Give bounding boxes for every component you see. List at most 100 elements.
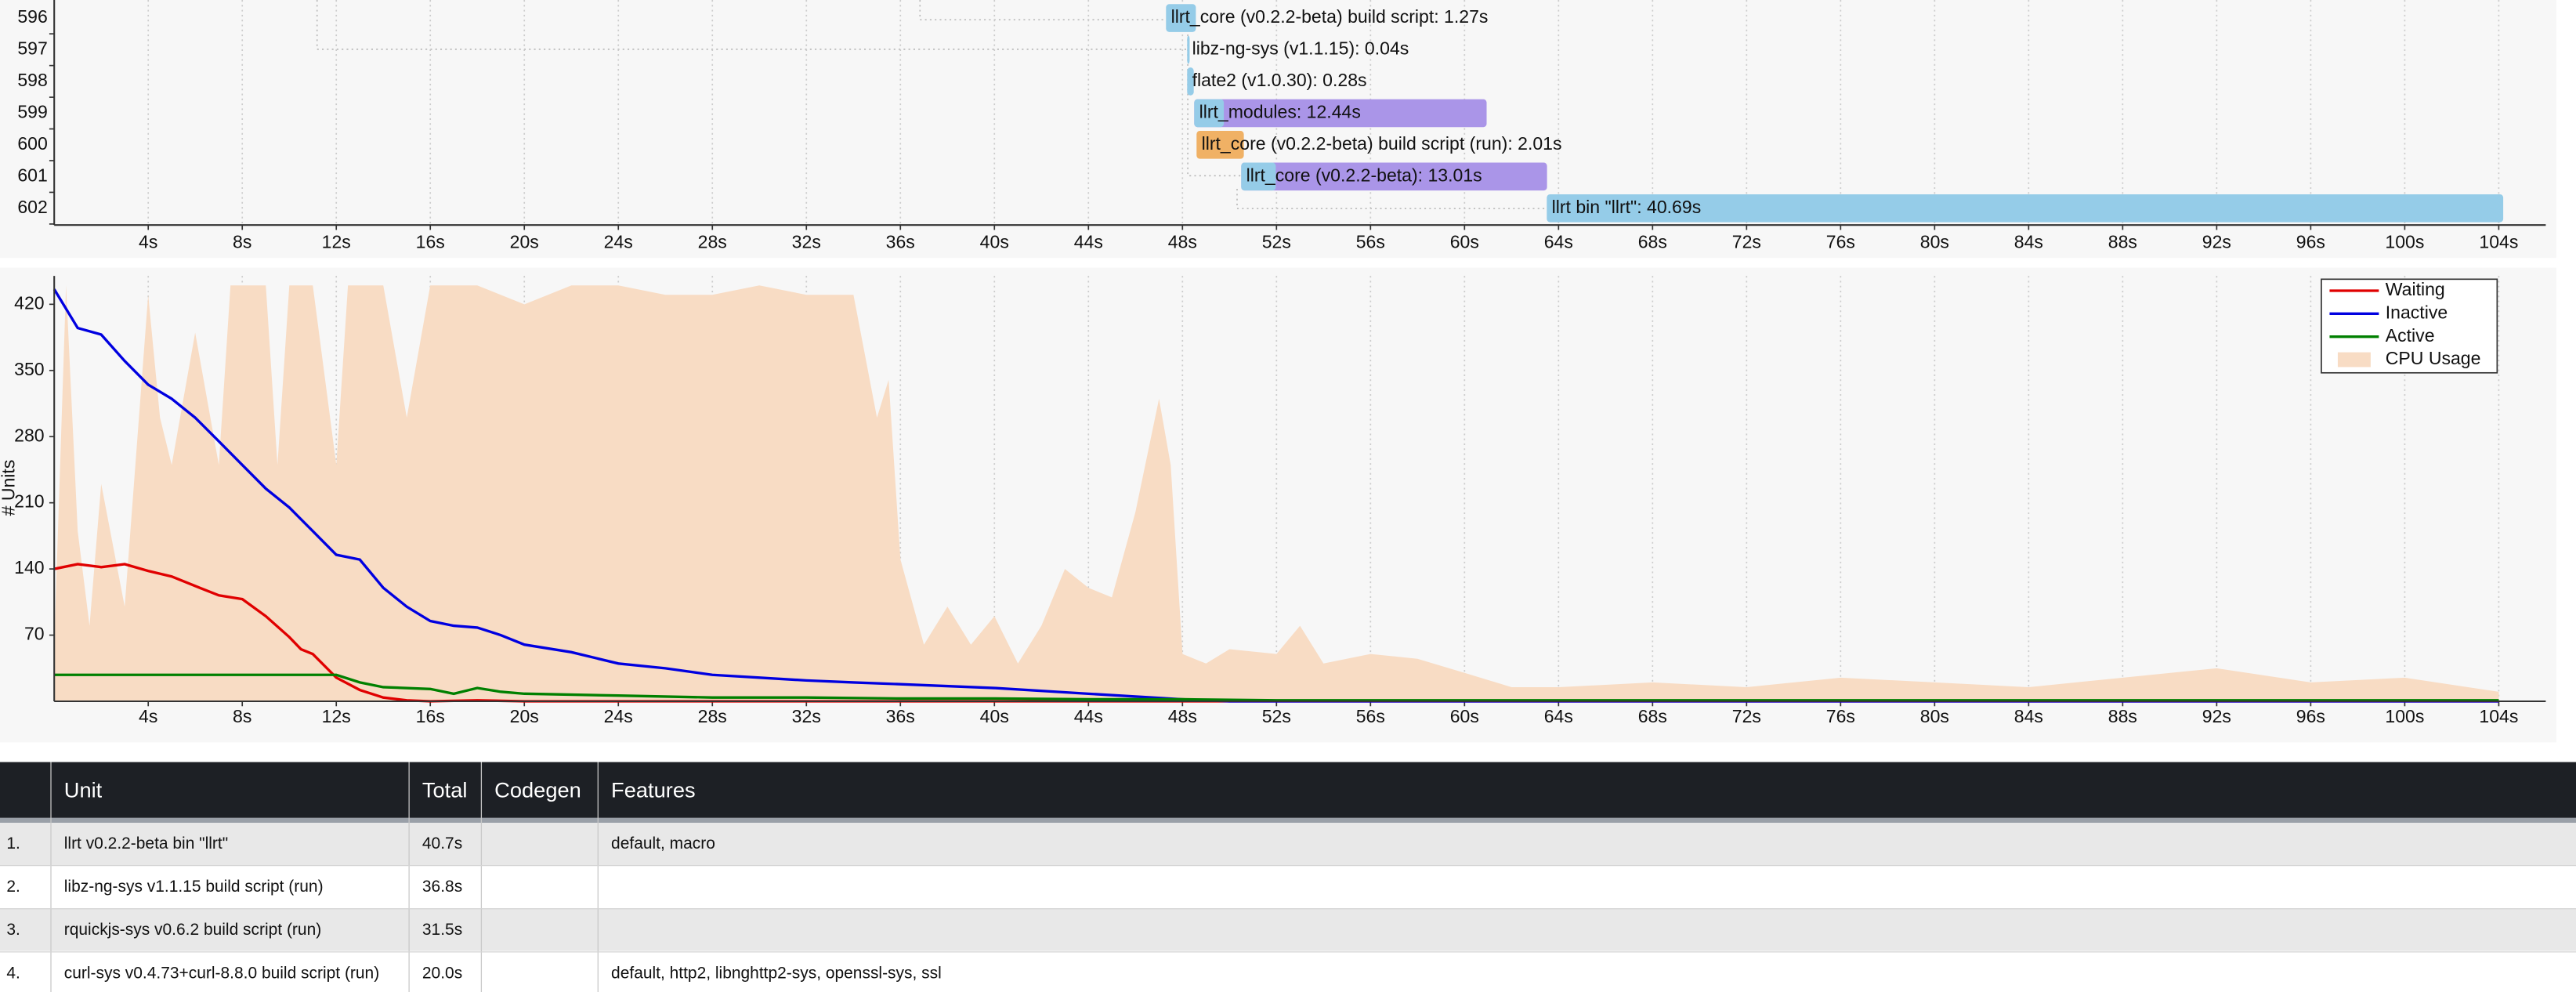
x-tick-label: 20s (510, 231, 539, 252)
table-cell: libz-ng-sys v1.1.15 build script (run) (64, 878, 324, 896)
frontend-bar (1241, 162, 1276, 191)
unit-bar (1187, 67, 1194, 96)
unit-bar (1166, 4, 1196, 32)
table-row-bg (0, 823, 2576, 866)
table-row-bg (0, 908, 2576, 951)
legend-label: Waiting (2386, 279, 2445, 299)
y-axis-label: # Units (0, 460, 19, 516)
legend-label: CPU Usage (2386, 348, 2481, 368)
x-tick-label: 44s (1074, 706, 1103, 726)
x-tick-label: 4s (139, 231, 157, 252)
legend-label: Inactive (2386, 302, 2448, 322)
series-line (52, 288, 2499, 703)
dependency-line (1187, 29, 1243, 177)
table-cell: 4. (6, 964, 20, 982)
x-tick-label: 96s (2296, 706, 2325, 726)
x-tick-label: 52s (1262, 706, 1291, 726)
x-tick-label: 56s (1356, 231, 1385, 252)
row-label: 596 (17, 6, 47, 27)
y-tick-label: 140 (14, 557, 44, 577)
x-tick-label: 36s (886, 231, 915, 252)
bar-label: llrt_core (v0.2.2-beta) build script (ru… (1202, 133, 1562, 154)
unit-bar (1547, 194, 2504, 223)
x-tick-label: 32s (792, 231, 821, 252)
table-cell: default, http2, libnghttp2-sys, openssl-… (611, 964, 942, 982)
row-label: 598 (17, 70, 47, 90)
dependency-line (1236, 189, 1548, 210)
x-tick-label: 96s (2296, 231, 2325, 252)
x-tick-label: 88s (2108, 706, 2137, 726)
row-label: 601 (17, 165, 47, 185)
x-tick-label: 76s (1826, 706, 1855, 726)
unit-bar (1196, 131, 1244, 159)
x-tick-label: 68s (1638, 706, 1667, 726)
table-cell: 1. (6, 835, 20, 853)
x-tick-label: 4s (139, 706, 157, 726)
frontend-bar (1194, 99, 1225, 128)
x-tick-label: 12s (322, 706, 351, 726)
table-cell: 36.8s (422, 878, 462, 896)
x-tick-label: 28s (698, 706, 727, 726)
row-label: 602 (17, 197, 47, 217)
y-tick-label: 350 (14, 359, 44, 379)
x-tick-label: 28s (698, 231, 727, 252)
x-tick-label: 92s (2202, 706, 2231, 726)
x-tick-label: 8s (233, 706, 251, 726)
bar-label: libz-ng-sys (v1.1.15): 0.04s (1192, 38, 1409, 59)
bar-label: flate2 (v1.0.30): 0.28s (1192, 70, 1367, 90)
x-tick-label: 60s (1450, 706, 1479, 726)
y-tick-label: 420 (14, 292, 44, 313)
x-tick-label: 92s (2202, 231, 2231, 252)
x-tick-label: 72s (1732, 231, 1761, 252)
series-line (54, 673, 2499, 702)
x-tick-label: 36s (886, 706, 915, 726)
x-tick-label: 60s (1450, 231, 1479, 252)
codegen-bar (1241, 162, 1547, 191)
table-cell: rquickjs-sys v0.6.2 build script (run) (64, 921, 321, 939)
x-tick-label: 24s (604, 706, 633, 726)
x-tick-label: 72s (1732, 706, 1761, 726)
legend-label: Active (2386, 325, 2435, 346)
y-tick-label: 210 (14, 491, 44, 512)
bar-label: llrt_core (v0.2.2-beta): 13.01s (1246, 165, 1482, 185)
x-tick-label: 12s (322, 231, 351, 252)
x-tick-label: 52s (1262, 231, 1291, 252)
x-tick-label: 40s (980, 706, 1009, 726)
x-tick-label: 32s (792, 706, 821, 726)
x-tick-label: 44s (1074, 231, 1103, 252)
table-cell: 20.0s (422, 964, 462, 982)
table-cell: curl-sys v0.4.73+curl-8.8.0 build script… (64, 964, 379, 982)
table-header (0, 762, 2576, 818)
x-tick-label: 48s (1168, 706, 1197, 726)
legend-swatch (2337, 352, 2371, 367)
row-label: 599 (17, 102, 47, 122)
table-cell: llrt v0.2.2-beta bin "llrt" (64, 835, 228, 853)
x-tick-label: 56s (1356, 706, 1385, 726)
x-tick-label: 84s (2014, 706, 2043, 726)
bar-label: llrt bin "llrt": 40.69s (1552, 197, 1702, 217)
x-tick-label: 88s (2108, 231, 2137, 252)
table-header-border (0, 817, 2576, 824)
bar-label: llrt_core (v0.2.2-beta) build script: 1.… (1171, 6, 1489, 27)
x-tick-label: 16s (416, 706, 445, 726)
column-header: Total (422, 777, 468, 802)
x-tick-label: 100s (2385, 231, 2424, 252)
unit-bar (1187, 35, 1190, 64)
row-label: 600 (17, 133, 47, 154)
x-tick-label: 104s (2479, 706, 2518, 726)
cpu-area (54, 285, 2499, 702)
table-cell: 40.7s (422, 835, 462, 853)
dependency-lines (316, 0, 1548, 210)
y-tick-label: 70 (24, 624, 45, 644)
x-tick-label: 104s (2479, 231, 2518, 252)
table-cell: 31.5s (422, 921, 462, 939)
bar-label: llrt_modules: 12.44s (1199, 102, 1361, 122)
x-tick-label: 40s (980, 231, 1009, 252)
x-tick-label: 8s (233, 231, 251, 252)
dependency-line (316, 0, 1189, 50)
row-label: 597 (17, 38, 47, 59)
x-tick-label: 24s (604, 231, 633, 252)
x-tick-label: 20s (510, 706, 539, 726)
